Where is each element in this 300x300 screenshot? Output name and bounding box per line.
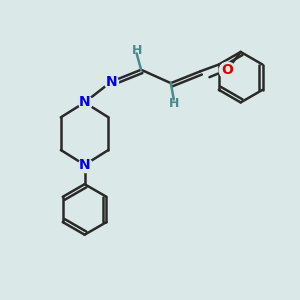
Text: H: H — [169, 97, 179, 110]
Text: N: N — [79, 95, 90, 110]
Text: O: O — [221, 63, 233, 77]
Text: N: N — [79, 158, 90, 172]
Text: H: H — [131, 44, 142, 57]
Text: N: N — [79, 158, 90, 172]
Text: N: N — [106, 75, 117, 88]
